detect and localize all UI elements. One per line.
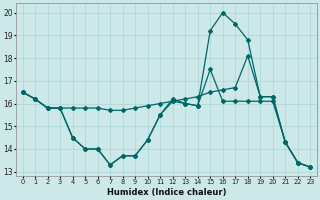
- X-axis label: Humidex (Indice chaleur): Humidex (Indice chaleur): [107, 188, 226, 197]
